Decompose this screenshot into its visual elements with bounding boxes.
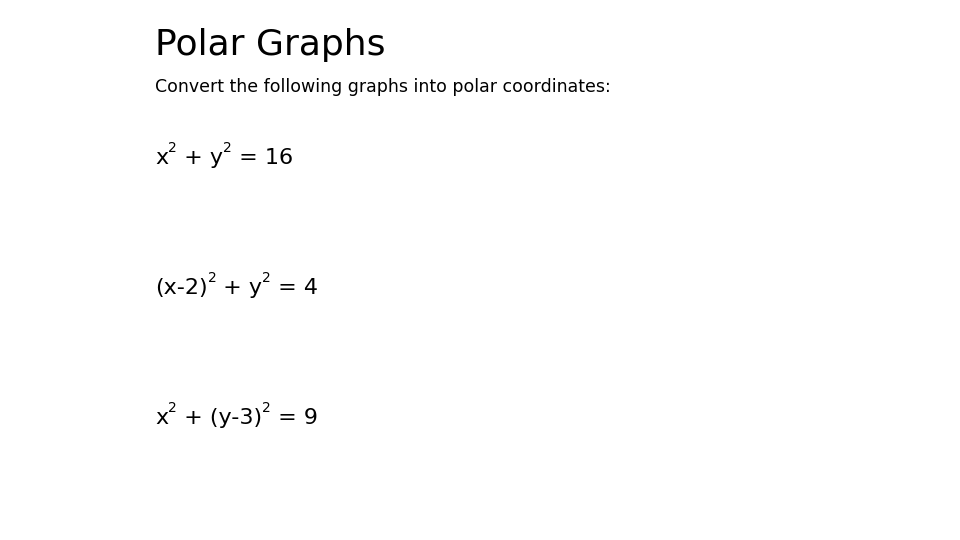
Text: 2: 2 bbox=[168, 401, 177, 415]
Text: x: x bbox=[155, 148, 168, 168]
Text: 2: 2 bbox=[262, 271, 271, 285]
Text: (x-2): (x-2) bbox=[155, 278, 207, 298]
Text: 2: 2 bbox=[262, 401, 271, 415]
Text: = 16: = 16 bbox=[231, 148, 293, 168]
Text: Polar Graphs: Polar Graphs bbox=[155, 28, 386, 62]
Text: x: x bbox=[155, 408, 168, 428]
Text: 2: 2 bbox=[168, 141, 177, 155]
Text: 2: 2 bbox=[207, 271, 216, 285]
Text: + y: + y bbox=[177, 148, 223, 168]
Text: 2: 2 bbox=[223, 141, 231, 155]
Text: + y: + y bbox=[216, 278, 262, 298]
Text: = 9: = 9 bbox=[271, 408, 318, 428]
Text: = 4: = 4 bbox=[271, 278, 318, 298]
Text: Convert the following graphs into polar coordinates:: Convert the following graphs into polar … bbox=[155, 78, 611, 96]
Text: + (y-3): + (y-3) bbox=[177, 408, 262, 428]
